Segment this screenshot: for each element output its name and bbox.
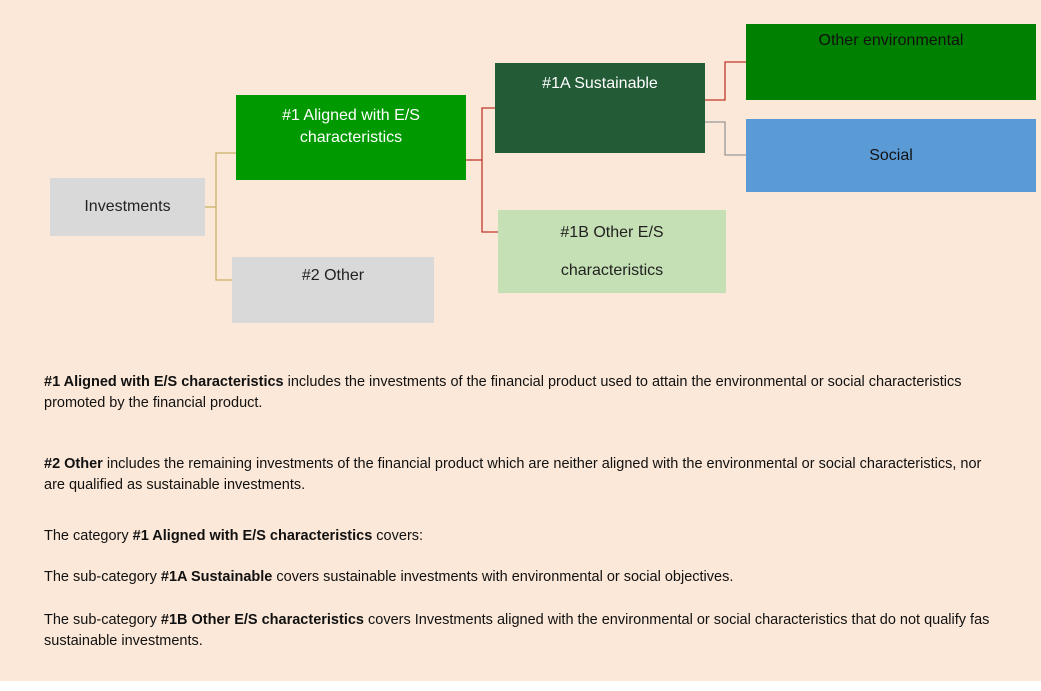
paragraph: The sub-category #1B Other E/S character… bbox=[44, 610, 994, 652]
bold-text: #1B Other E/S characteristics bbox=[160, 612, 364, 628]
paragraph: The sub-category #1A Sustainable covers … bbox=[44, 567, 994, 588]
node: #1 Aligned with E/S characteristics bbox=[236, 95, 466, 180]
text: The sub-category bbox=[44, 569, 161, 585]
connector bbox=[215, 152, 236, 281]
node: #1B Other E/S characteristics bbox=[498, 210, 726, 293]
text: covers sustainable investments with envi… bbox=[272, 569, 734, 585]
connector bbox=[705, 121, 746, 156]
connectors bbox=[205, 61, 746, 281]
bold-text: #1A Sustainable bbox=[160, 569, 273, 585]
text: The sub-category bbox=[44, 612, 161, 628]
text: covers Investments aligned with the envi… bbox=[44, 612, 990, 649]
connector bbox=[705, 61, 746, 101]
bold-text: #1 Aligned with E/S characteristics bbox=[132, 528, 373, 544]
node: #1A Sustainable bbox=[495, 63, 705, 153]
node: Other environmental bbox=[746, 24, 1036, 100]
bold-text: #2 Other bbox=[44, 456, 103, 472]
text: The category bbox=[44, 528, 133, 544]
node: #2 Other bbox=[232, 257, 434, 323]
connector bbox=[481, 107, 498, 233]
text: includes the investments of the financia… bbox=[44, 374, 962, 411]
paragraph: #2 Other includes the remaining investme… bbox=[44, 454, 994, 496]
node: Social bbox=[746, 119, 1036, 192]
paragraph: The category #1 Aligned with E/S charact… bbox=[44, 526, 994, 547]
bold-text: #1 Aligned with E/S characteristics bbox=[44, 374, 284, 390]
paragraph: #1 Aligned with E/S characteristics incl… bbox=[44, 372, 994, 414]
text: covers: bbox=[372, 528, 424, 544]
text: includes the remaining investments of th… bbox=[44, 456, 982, 493]
node: Investments bbox=[50, 178, 205, 236]
